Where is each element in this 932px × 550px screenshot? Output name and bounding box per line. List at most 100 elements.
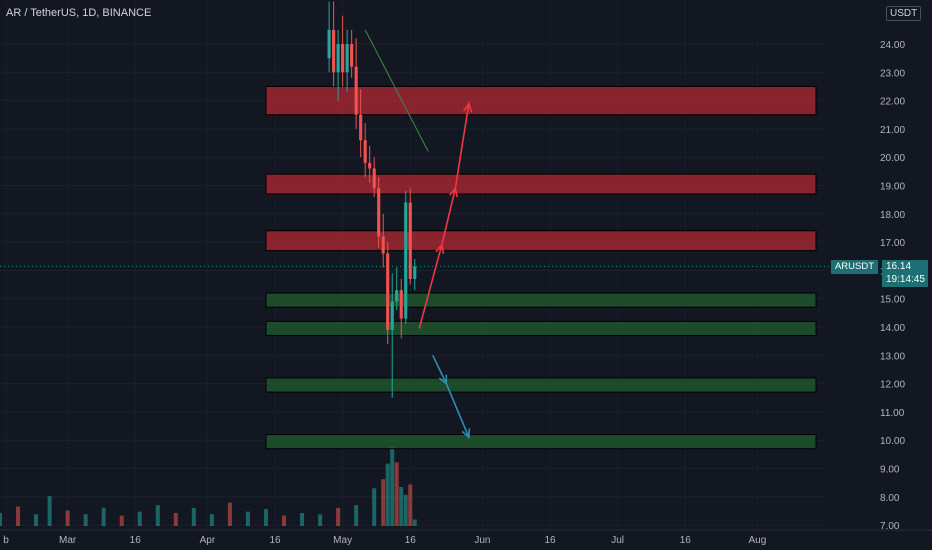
x-tick-label: 16 [680, 535, 692, 546]
volume-bar [394, 462, 399, 526]
bullish-projection-segment [418, 244, 443, 329]
volume-bar [245, 511, 250, 526]
volume-bar [412, 519, 417, 526]
candle-body [390, 301, 394, 330]
currency-button[interactable]: USDT [886, 6, 922, 21]
volume-bar [137, 511, 142, 526]
candle-body [372, 168, 376, 189]
bullish-projection-segment [454, 103, 470, 189]
chart-title: AR / TetherUS, 1D, BINANCE [6, 7, 152, 19]
volume-bar [282, 515, 287, 526]
bearish-projection-segment [445, 383, 470, 438]
y-tick-label: 9.00 [880, 465, 900, 476]
candle-body [341, 44, 345, 73]
x-tick-label: Jun [474, 535, 490, 546]
price-tag: 16.14 19:14:45 [882, 260, 928, 287]
volume-bar [227, 502, 232, 526]
candle-body [350, 44, 354, 67]
candle-body [381, 236, 385, 254]
candle-body [368, 162, 372, 169]
volume-bar [403, 494, 408, 526]
symbol-tag: ARUSDT [831, 260, 878, 274]
candle-body [359, 114, 363, 141]
volume-bar [354, 505, 359, 526]
bullish-projection-head [463, 101, 473, 113]
candle-body [363, 140, 367, 163]
y-tick-label: 23.00 [880, 68, 905, 79]
y-tick-label: 8.00 [880, 493, 900, 504]
resistance-zone [265, 85, 817, 116]
candle-body [327, 29, 331, 59]
trend-line [364, 29, 429, 152]
candle-body [336, 44, 340, 73]
volume-bar [119, 515, 124, 526]
x-tick-label: 16 [269, 535, 281, 546]
y-tick-label: 15.00 [880, 295, 905, 306]
volume-bar [336, 507, 341, 526]
volume-bar [263, 509, 268, 526]
volume-bar [155, 505, 160, 526]
candle-body [377, 188, 381, 237]
last-price: 16.14 [886, 261, 912, 272]
support-zone [265, 292, 817, 308]
volume-bar [173, 513, 178, 526]
x-tick-label: Mar [59, 535, 77, 546]
support-zone [265, 320, 817, 336]
volume-bar [318, 514, 323, 526]
candle-body [413, 266, 417, 279]
y-tick-label: 11.00 [880, 408, 905, 419]
x-tick-label: Aug [748, 535, 766, 546]
y-tick-label: 20.00 [880, 153, 905, 164]
resistance-zone [265, 173, 817, 195]
support-zone [265, 434, 817, 450]
candle-body [395, 290, 399, 302]
candle-body [399, 290, 403, 319]
y-tick-label: 18.00 [880, 210, 905, 221]
volume-bar [101, 507, 106, 526]
volume-bar [16, 506, 21, 526]
bearish-projection-segment [432, 354, 448, 384]
x-tick-label: 16 [544, 535, 556, 546]
volume-bar [300, 513, 305, 526]
x-tick-label: May [333, 535, 352, 546]
candle-body [354, 66, 358, 115]
volume-bar [209, 514, 214, 526]
y-tick-label: 13.00 [880, 351, 905, 362]
y-tick-label: 17.00 [880, 238, 905, 249]
candle-body [408, 202, 412, 279]
bullish-projection-segment [441, 188, 457, 246]
y-tick-label: 12.00 [880, 380, 905, 391]
x-tick-label: 16 [405, 535, 417, 546]
y-tick-label: 19.00 [880, 182, 905, 193]
volume-bar [385, 463, 390, 526]
support-zone [265, 377, 817, 393]
volume-bar [0, 513, 2, 526]
x-tick-label: 16 [130, 535, 142, 546]
volume-bar [65, 510, 70, 526]
bearish-projection-head [461, 428, 471, 440]
candle-body [332, 29, 336, 73]
volume-bar [191, 507, 196, 526]
x-tick-label: Apr [200, 535, 216, 546]
volume-bar [390, 446, 395, 526]
resistance-zone [265, 230, 817, 252]
y-tick-label: 22.00 [880, 97, 905, 108]
x-tick-label: Jul [611, 535, 624, 546]
volume-bar [399, 487, 404, 526]
volume-bar [381, 479, 386, 526]
volume-bar [34, 514, 39, 526]
y-tick-label: 24.00 [880, 40, 905, 51]
candle-body [386, 253, 390, 330]
candle-body [345, 44, 349, 73]
volume-bar [408, 484, 413, 526]
volume-bar [83, 514, 88, 526]
volume-bar [372, 488, 377, 526]
candle-body [404, 202, 408, 319]
y-tick-label: 10.00 [880, 436, 905, 447]
y-tick-label: 7.00 [880, 521, 900, 532]
x-tick-label: b [3, 535, 9, 546]
volume-bar [47, 496, 52, 526]
y-tick-label: 21.00 [880, 125, 905, 136]
